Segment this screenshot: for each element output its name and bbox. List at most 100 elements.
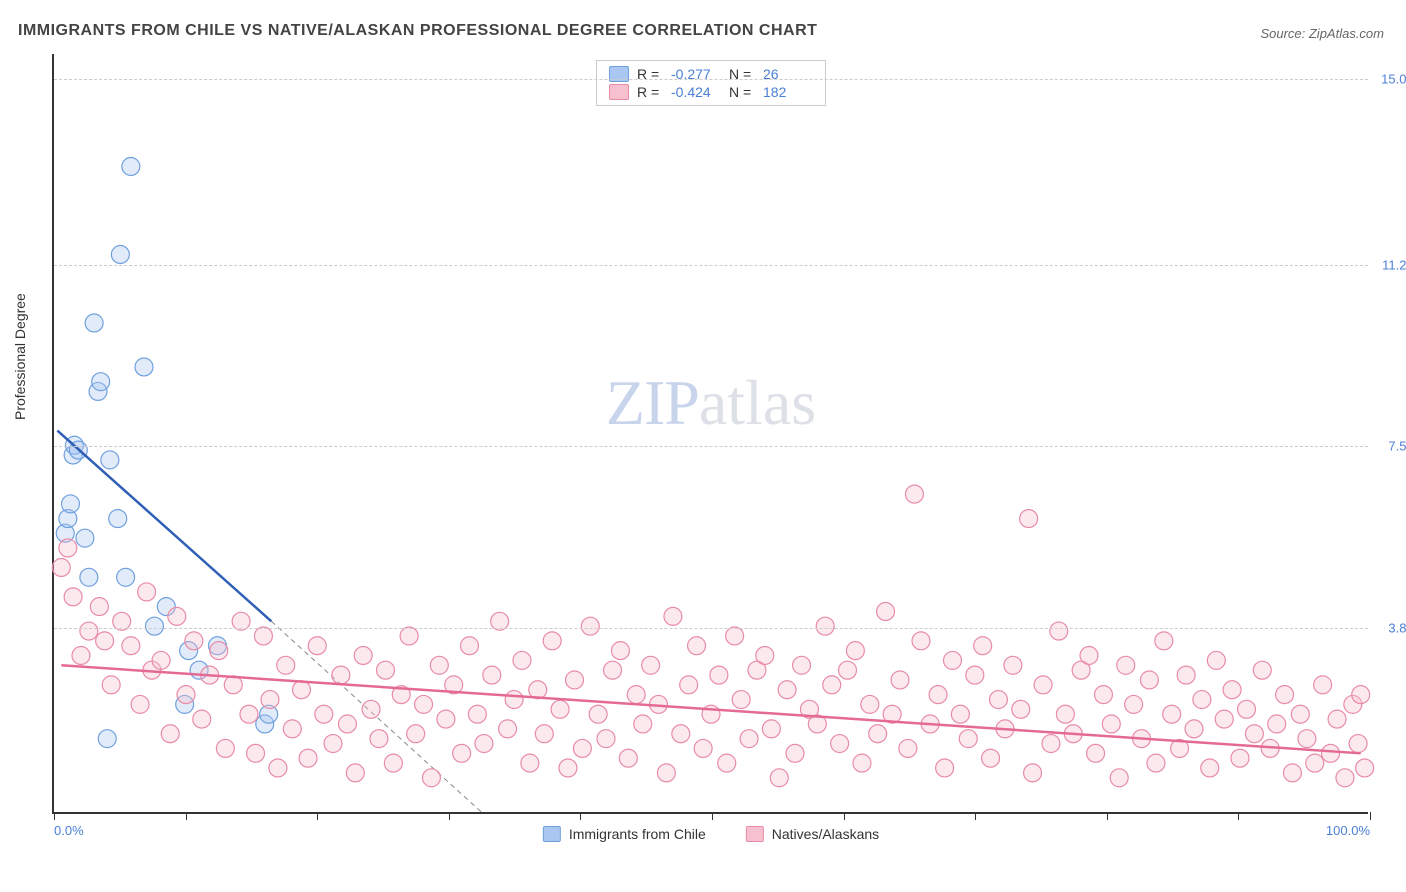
data-point (1328, 710, 1346, 728)
data-point (185, 632, 203, 650)
data-point (1223, 681, 1241, 699)
legend-swatch (609, 84, 629, 100)
trend-line (57, 431, 271, 622)
x-tick (975, 812, 976, 820)
data-point (604, 661, 622, 679)
y-tick-label: 11.2% (1382, 257, 1406, 272)
data-point (770, 769, 788, 787)
source-attribution: Source: ZipAtlas.com (1260, 26, 1384, 41)
data-point (400, 627, 418, 645)
legend-n-value: 26 (763, 66, 813, 82)
data-point (64, 588, 82, 606)
data-point (1349, 735, 1367, 753)
data-point (1215, 710, 1233, 728)
y-tick-label: 3.8% (1388, 620, 1406, 635)
x-tick (54, 812, 55, 820)
legend-series-label: Immigrants from Chile (569, 826, 706, 842)
legend-stats-row: R =-0.277N =26 (609, 65, 813, 83)
data-point (161, 725, 179, 743)
data-point (1110, 769, 1128, 787)
data-point (1322, 744, 1340, 762)
data-point (1020, 510, 1038, 528)
data-point (551, 700, 569, 718)
data-point (152, 651, 170, 669)
data-point (642, 656, 660, 674)
data-point (315, 705, 333, 723)
legend-series: Immigrants from ChileNatives/Alaskans (543, 826, 879, 842)
data-point (80, 568, 98, 586)
data-point (76, 529, 94, 547)
data-point (732, 691, 750, 709)
data-point (338, 715, 356, 733)
data-point (377, 661, 395, 679)
data-point (422, 769, 440, 787)
data-point (634, 715, 652, 733)
x-tick (580, 812, 581, 820)
x-tick-label: 100.0% (1326, 823, 1370, 838)
data-point (846, 642, 864, 660)
data-point (346, 764, 364, 782)
data-point (293, 681, 311, 699)
data-point (269, 759, 287, 777)
data-point (96, 632, 114, 650)
data-point (1155, 632, 1173, 650)
data-point (619, 749, 637, 767)
data-point (1140, 671, 1158, 689)
data-point (324, 735, 342, 753)
data-point (261, 691, 279, 709)
data-point (216, 739, 234, 757)
data-point (839, 661, 857, 679)
data-point (559, 759, 577, 777)
data-point (332, 666, 350, 684)
data-point (664, 607, 682, 625)
data-point (680, 676, 698, 694)
chart-title: IMMIGRANTS FROM CHILE VS NATIVE/ALASKAN … (18, 22, 817, 40)
legend-stats-row: R =-0.424N =182 (609, 83, 813, 101)
data-point (891, 671, 909, 689)
data-point (461, 637, 479, 655)
plot-area: ZIPatlas R =-0.277N =26R =-0.424N =182 I… (52, 54, 1368, 814)
data-point (308, 637, 326, 655)
data-point (718, 754, 736, 772)
data-point (899, 739, 917, 757)
data-point (982, 749, 1000, 767)
data-point (989, 691, 1007, 709)
x-tick (844, 812, 845, 820)
data-point (1034, 676, 1052, 694)
data-point (1004, 656, 1022, 674)
gridline (54, 79, 1368, 80)
data-point (1050, 622, 1068, 640)
data-point (869, 725, 887, 743)
gridline (54, 265, 1368, 266)
data-point (109, 510, 127, 528)
data-point (521, 754, 539, 772)
data-point (1193, 691, 1211, 709)
data-point (974, 637, 992, 655)
data-point (1207, 651, 1225, 669)
x-tick (1107, 812, 1108, 820)
data-point (138, 583, 156, 601)
data-point (101, 451, 119, 469)
data-point (936, 759, 954, 777)
x-tick (1370, 812, 1371, 820)
data-point (1298, 730, 1316, 748)
source-label: Source: (1260, 26, 1308, 41)
data-point (966, 666, 984, 684)
data-point (861, 695, 879, 713)
data-point (370, 730, 388, 748)
data-point (240, 705, 258, 723)
data-point (912, 632, 930, 650)
data-point (543, 632, 561, 650)
legend-series-item: Immigrants from Chile (543, 826, 706, 842)
data-point (505, 691, 523, 709)
data-point (831, 735, 849, 753)
data-point (611, 642, 629, 660)
data-point (1356, 759, 1374, 777)
data-point (1185, 720, 1203, 738)
data-point (210, 642, 228, 660)
data-point (1094, 686, 1112, 704)
x-tick (1238, 812, 1239, 820)
y-tick-label: 15.0% (1381, 71, 1406, 86)
data-point (283, 720, 301, 738)
legend-n-label: N = (729, 66, 755, 82)
